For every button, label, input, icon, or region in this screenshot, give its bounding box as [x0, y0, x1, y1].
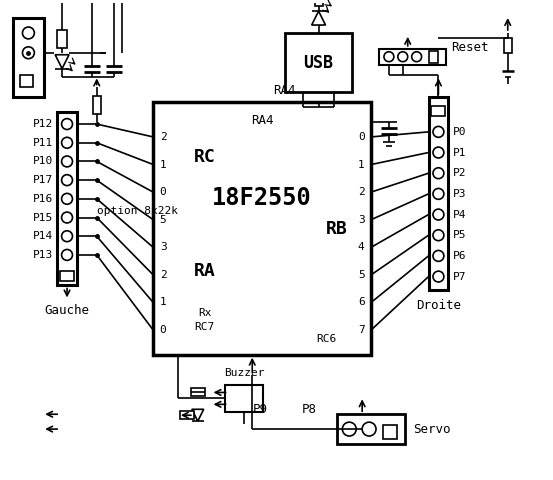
Bar [431, 106, 445, 116]
Text: P6: P6 [453, 251, 467, 261]
Circle shape [433, 230, 444, 240]
Text: Reset: Reset [451, 41, 489, 54]
Circle shape [61, 175, 72, 186]
Bar [13, 18, 44, 97]
Circle shape [61, 137, 72, 148]
Bar [153, 102, 371, 355]
Polygon shape [312, 11, 326, 25]
Bar [180, 411, 194, 419]
Text: P5: P5 [453, 230, 467, 240]
Bar [379, 49, 446, 65]
Bar [60, 271, 74, 280]
Bar [285, 33, 352, 92]
Text: 1: 1 [358, 159, 364, 169]
Circle shape [342, 422, 356, 436]
Text: P2: P2 [453, 168, 467, 178]
Text: Droite: Droite [416, 299, 461, 312]
Bar [429, 97, 448, 290]
Circle shape [23, 47, 34, 59]
Text: 5: 5 [160, 215, 166, 225]
Text: 0: 0 [358, 132, 364, 142]
Circle shape [433, 126, 444, 137]
Bar [315, 0, 322, 6]
Circle shape [433, 251, 444, 261]
Circle shape [61, 212, 72, 223]
Text: 1: 1 [160, 159, 166, 169]
Circle shape [411, 52, 421, 61]
Text: P0: P0 [453, 127, 467, 137]
Text: P1: P1 [453, 147, 467, 157]
Text: Buzzer: Buzzer [224, 368, 264, 378]
Text: P17: P17 [33, 175, 53, 185]
Text: P7: P7 [453, 272, 467, 282]
Text: 2: 2 [160, 132, 166, 142]
Text: 2: 2 [160, 270, 166, 280]
Bar [57, 30, 67, 48]
Text: P12: P12 [33, 119, 53, 129]
Text: P3: P3 [453, 189, 467, 199]
Circle shape [433, 189, 444, 199]
Text: P9: P9 [253, 403, 268, 416]
Polygon shape [192, 409, 204, 421]
Circle shape [61, 119, 72, 130]
Text: 3: 3 [358, 215, 364, 225]
Text: P14: P14 [33, 231, 53, 241]
Bar [337, 414, 405, 444]
Circle shape [362, 422, 376, 436]
Text: USB: USB [304, 54, 333, 72]
Text: 5: 5 [358, 270, 364, 280]
Circle shape [61, 193, 72, 204]
Text: RA4: RA4 [251, 114, 273, 127]
Text: 18F2550: 18F2550 [212, 186, 312, 210]
Text: P8: P8 [302, 403, 317, 416]
Bar [57, 112, 77, 286]
Text: 6: 6 [358, 298, 364, 308]
Text: RC7: RC7 [195, 322, 215, 332]
Bar [191, 388, 205, 396]
Circle shape [61, 231, 72, 241]
Text: 1: 1 [160, 298, 166, 308]
Text: 7: 7 [358, 325, 364, 335]
Bar [226, 384, 263, 412]
Bar [93, 96, 101, 114]
Text: 2: 2 [358, 187, 364, 197]
Circle shape [23, 27, 34, 39]
Bar [19, 74, 33, 87]
Text: 4: 4 [358, 242, 364, 252]
Text: 3: 3 [160, 242, 166, 252]
Text: RA4: RA4 [273, 84, 295, 97]
Text: Rx: Rx [198, 308, 211, 318]
Text: P16: P16 [33, 194, 53, 204]
Circle shape [384, 52, 394, 61]
Circle shape [433, 209, 444, 220]
Bar [504, 38, 512, 53]
Text: Servo: Servo [413, 422, 450, 435]
Text: P15: P15 [33, 213, 53, 223]
Bar [429, 51, 439, 63]
Text: RC: RC [194, 148, 216, 166]
Text: option 8x22k: option 8x22k [97, 206, 178, 216]
Text: P11: P11 [33, 138, 53, 148]
Circle shape [433, 271, 444, 282]
Text: 0: 0 [160, 187, 166, 197]
Text: RA: RA [194, 263, 216, 280]
Bar [383, 425, 397, 439]
Circle shape [433, 168, 444, 179]
Polygon shape [55, 55, 69, 69]
Text: P13: P13 [33, 250, 53, 260]
Text: RC6: RC6 [316, 334, 337, 344]
Text: P10: P10 [33, 156, 53, 167]
Text: Gauche: Gauche [45, 304, 90, 317]
Text: RB: RB [326, 219, 347, 238]
Text: 0: 0 [160, 325, 166, 335]
Circle shape [61, 250, 72, 260]
Circle shape [398, 52, 408, 61]
Circle shape [61, 156, 72, 167]
Text: P4: P4 [453, 210, 467, 219]
Circle shape [433, 147, 444, 158]
